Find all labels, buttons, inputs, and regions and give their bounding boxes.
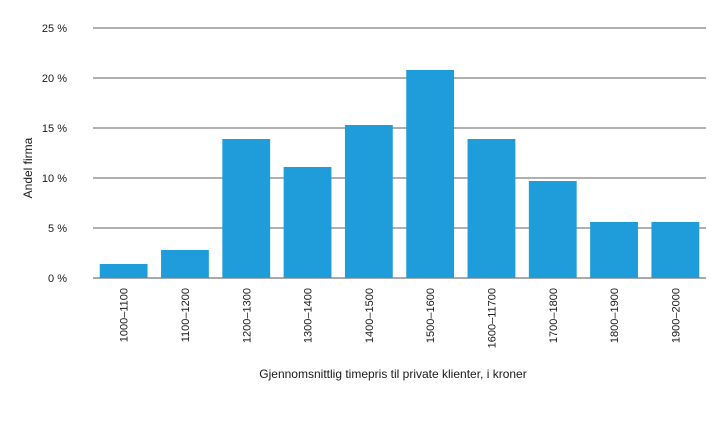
x-tick-label: 1200–1300 (241, 288, 253, 343)
bar (222, 139, 271, 278)
y-tick-label: 0 % (48, 273, 67, 285)
x-tick-label: 1400–1500 (364, 288, 376, 343)
y-tick-label: 5 % (48, 223, 67, 235)
y-axis-title: Andel firma (21, 137, 35, 198)
bar (99, 264, 148, 278)
x-tick-label: 1000–1100 (119, 288, 131, 342)
bar (528, 181, 577, 278)
y-tick-label: 15 % (42, 123, 67, 135)
x-tick-label: 1100–1200 (180, 288, 192, 342)
x-tick-label: 1500–1600 (425, 288, 437, 343)
y-tick-label: 10 % (42, 173, 67, 185)
y-tick-label: 25 % (42, 23, 67, 35)
x-tick-label: 1600–11700 (486, 288, 498, 348)
x-tick-label: 1700–1800 (548, 288, 560, 343)
bar (467, 139, 516, 278)
bars (99, 70, 700, 278)
bar (406, 70, 455, 278)
x-tick-label: 1800–1900 (609, 288, 621, 343)
x-tick-label: 1300–1400 (303, 288, 315, 343)
y-tick-label: 20 % (42, 73, 67, 85)
x-axis-title: Gjennomsnittlig timepris til private kli… (259, 367, 526, 381)
x-tick-label: 1900–2000 (670, 288, 682, 343)
bar (344, 125, 393, 278)
bar (161, 250, 209, 278)
x-tick-labels: 1000–1100 1100–1200 1200–1300 1300–1400 1400… (119, 288, 683, 348)
bar (651, 222, 700, 278)
y-tick-labels: 0 % 5 % 10 % 15 % 20 % 25 % (42, 23, 67, 285)
bar (283, 167, 332, 278)
bar (590, 222, 638, 278)
